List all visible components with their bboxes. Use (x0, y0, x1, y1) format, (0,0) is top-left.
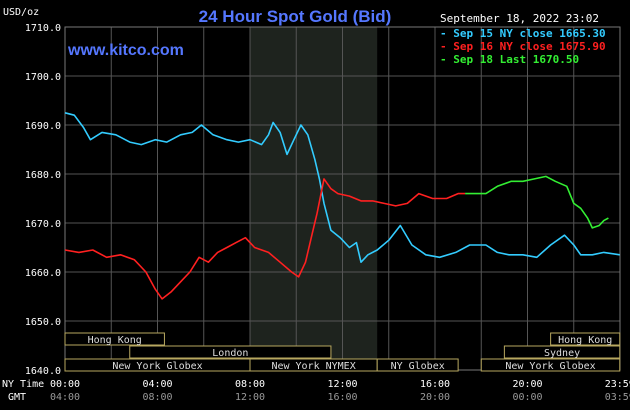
y-tick-label: 1660.0 (25, 268, 61, 279)
y-tick-label: 1700.0 (25, 72, 61, 83)
session-bar (376, 358, 459, 372)
y-tick-label: 1640.0 (25, 366, 61, 377)
watermark: www.kitco.com (67, 42, 184, 59)
legend-entry: - Sep 18 Last 1670.50 (440, 53, 579, 66)
y-tick-label: 1710.0 (25, 23, 61, 34)
session-bar (480, 358, 621, 372)
series-line-2 (465, 175, 609, 229)
x-tick-label-ny: 20:00 (512, 379, 542, 390)
x-tick-label-gmt: 04:00 (50, 392, 80, 403)
x-tick-label-gmt: 16:00 (327, 392, 357, 403)
session-bar (550, 332, 621, 346)
x-tick-label-ny: 08:00 (235, 379, 265, 390)
session-label: New York Globex (505, 361, 595, 372)
x-tick-label-gmt: 20:00 (420, 392, 450, 403)
x-tick-label-gmt: 08:00 (142, 392, 172, 403)
session-bar (503, 345, 621, 359)
chart-title: 24 Hour Spot Gold (Bid) (199, 7, 392, 26)
x-tick-label-ny: 04:00 (142, 379, 172, 390)
session-label: Hong Kong (558, 335, 612, 346)
nymex-session-shade (250, 27, 378, 370)
session-label: Hong Kong (88, 335, 142, 346)
legend-entry: - Sep 16 NY close 1675.90 (440, 40, 606, 53)
x-tick-label-ny: 16:00 (420, 379, 450, 390)
x-tick-label-gmt: 03:59 (605, 392, 630, 403)
session-bar (64, 332, 165, 346)
session-label: London (212, 348, 248, 359)
session-label: Sydney (544, 348, 580, 359)
session-label: New York Globex (112, 361, 202, 372)
y-tick-label: 1670.0 (25, 219, 61, 230)
series-line-1 (64, 178, 466, 300)
session-label: New York NYMEX (271, 361, 355, 372)
chart-timestamp: September 18, 2022 23:02 (440, 12, 599, 25)
y-unit-label: USD/oz (3, 7, 39, 18)
session-bar (129, 345, 332, 359)
x-row-label-gmt: GMT (8, 392, 26, 403)
session-label: NY Globex (391, 361, 445, 372)
x-tick-label-gmt: 12:00 (235, 392, 265, 403)
y-tick-label: 1650.0 (25, 317, 61, 328)
x-tick-label-ny: 12:00 (327, 379, 357, 390)
legend-entry: - Sep 15 NY close 1665.30 (440, 27, 606, 40)
x-tick-label-ny: 00:00 (50, 379, 80, 390)
y-tick-label: 1680.0 (25, 170, 61, 181)
y-tick-label: 1690.0 (25, 121, 61, 132)
x-row-label-ny: NY Time (2, 379, 44, 390)
x-tick-label-ny: 23:59 (605, 379, 630, 390)
x-tick-label-gmt: 00:00 (512, 392, 542, 403)
